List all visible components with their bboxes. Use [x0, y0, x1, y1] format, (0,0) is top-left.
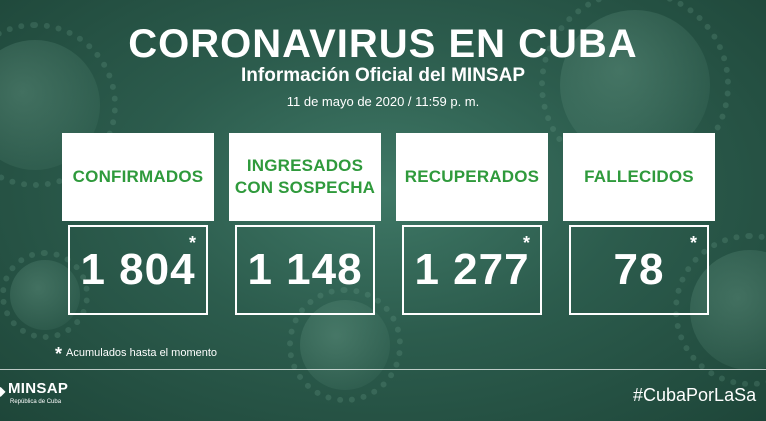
- logo-subtext: República de Cuba: [10, 399, 62, 405]
- card-value-box: 1 804 *: [68, 225, 208, 315]
- card-value: 1 148: [247, 245, 363, 294]
- card-recuperados: RECUPERADOS 1 277 *: [396, 133, 548, 323]
- card-value-box: 1 277 *: [402, 225, 542, 315]
- virus-decoration: [287, 287, 403, 403]
- page-title: CORONAVIRUS EN CUBA: [128, 22, 638, 66]
- card-value-box: 1 148: [235, 225, 375, 315]
- card-confirmados: CONFIRMADOS 1 804 *: [62, 133, 214, 323]
- emblem-icon: ◆: [0, 384, 6, 398]
- page-subtitle: Información Oficial del MINSAP: [241, 65, 525, 86]
- card-value: 1 804: [80, 245, 196, 294]
- report-date: 11 de mayo de 2020 / 11:59 p. m.: [286, 94, 480, 109]
- card-value: 1 277: [414, 245, 530, 294]
- card-header: INGRESADOS CON SOSPECHA: [229, 133, 381, 221]
- asterisk-icon: *: [522, 233, 530, 253]
- card-header: RECUPERADOS: [396, 133, 548, 221]
- hashtag: #CubaPorLaSa: [633, 385, 757, 405]
- card-value-box: 78 *: [569, 225, 709, 315]
- card-header: FALLECIDOS: [563, 133, 715, 221]
- asterisk-icon: *: [689, 233, 697, 253]
- footnote-text: Acumulados hasta el momento: [66, 347, 218, 359]
- card-label: FALLECIDOS: [584, 167, 694, 186]
- asterisk-icon: *: [188, 233, 196, 253]
- logo-text: MINSAP: [8, 380, 69, 397]
- card-header: CONFIRMADOS: [62, 133, 214, 221]
- card-label: INGRESADOS CON SOSPECHA: [234, 156, 376, 197]
- card-ingresados: INGRESADOS CON SOSPECHA 1 148: [229, 133, 381, 323]
- card-value: 78: [613, 245, 665, 294]
- card-fallecidos: FALLECIDOS 78 *: [563, 133, 715, 323]
- card-label: RECUPERADOS: [404, 167, 540, 186]
- card-label: CONFIRMADOS: [72, 167, 204, 186]
- divider: [0, 369, 766, 370]
- asterisk-icon: *: [55, 344, 63, 364]
- footnote: * Acumulados hasta el momento: [55, 344, 217, 365]
